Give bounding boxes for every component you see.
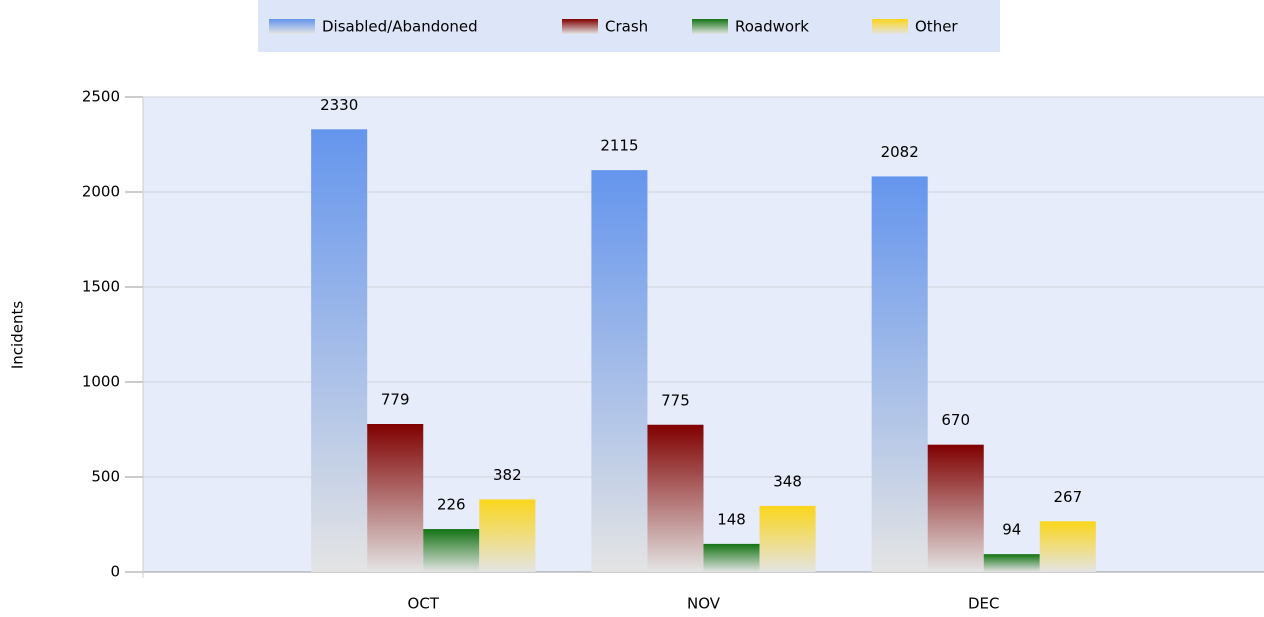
bar	[871, 176, 928, 573]
y-tick-label: 1500	[82, 278, 120, 296]
legend-label: Crash	[605, 18, 648, 36]
data-label: 148	[717, 510, 746, 528]
y-axis-label: Incidents	[9, 301, 27, 369]
bar	[423, 529, 480, 572]
legend-swatch	[872, 19, 908, 34]
bar	[367, 423, 424, 572]
data-label: 670	[941, 411, 970, 429]
data-label: 2330	[320, 96, 358, 114]
data-label: 226	[437, 496, 466, 514]
data-label: 779	[381, 390, 410, 408]
legend-label: Roadwork	[735, 18, 809, 36]
data-label: 382	[493, 466, 522, 484]
bar	[591, 170, 648, 572]
bar	[927, 444, 984, 572]
data-label: 2115	[600, 137, 638, 155]
x-tick-label: OCT	[408, 595, 440, 613]
bar	[703, 543, 760, 572]
legend-label: Other	[915, 18, 958, 36]
bar	[1039, 521, 1096, 572]
legend-label: Disabled/Abandoned	[322, 18, 478, 36]
bar	[311, 129, 368, 573]
bar	[759, 505, 816, 572]
data-label: 775	[661, 391, 690, 409]
bar	[479, 499, 536, 572]
y-tick-label: 500	[91, 468, 120, 486]
x-tick-label: DEC	[968, 595, 1000, 613]
data-label: 267	[1054, 488, 1083, 506]
bar	[647, 424, 704, 572]
y-tick-label: 2500	[82, 88, 120, 106]
data-label: 348	[773, 472, 802, 490]
y-tick-label: 0	[110, 563, 120, 581]
legend-swatch	[692, 19, 728, 34]
bar	[983, 554, 1040, 572]
legend-swatch	[562, 19, 598, 34]
legend-swatch	[269, 19, 315, 34]
y-tick-label: 2000	[82, 183, 120, 201]
x-tick-label: NOV	[687, 595, 721, 613]
data-label: 2082	[881, 143, 919, 161]
data-label: 94	[1002, 521, 1021, 539]
y-tick-label: 1000	[82, 373, 120, 391]
